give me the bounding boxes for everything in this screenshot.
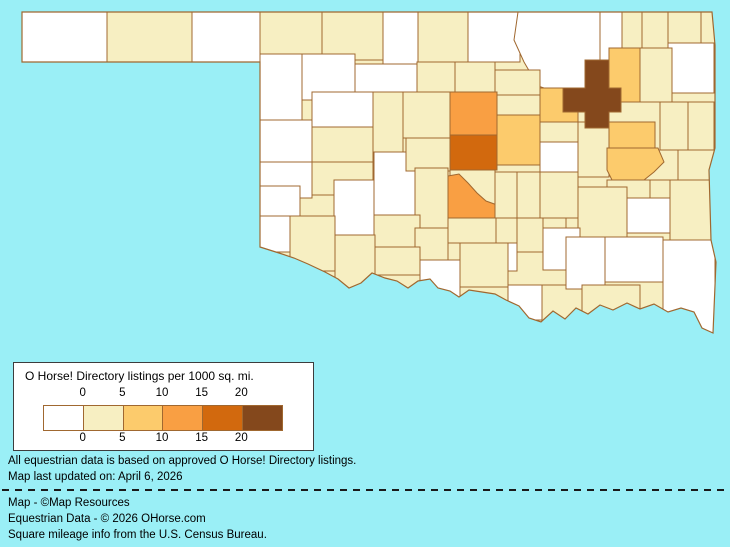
county-woods [321, 12, 384, 61]
legend-swatch-5-10 [122, 406, 163, 430]
county-harper [259, 12, 323, 55]
legend-tick-0: 0 [79, 432, 86, 444]
footer-census-credit: Square mileage info from the U.S. Census… [8, 529, 267, 541]
county-choctaw [581, 284, 641, 316]
county-comanche [373, 214, 421, 248]
legend-tick-5: 5 [119, 432, 126, 444]
county-kay [467, 12, 521, 63]
legend-ticks-bottom: 0 5 10 15 20 [43, 432, 281, 446]
county-pittsburg [577, 186, 628, 238]
county-texas [106, 12, 193, 63]
footer-disclaimer: All equestrian data is based on approved… [8, 455, 357, 467]
county-cherokee [659, 101, 689, 151]
legend-tick-15: 15 [195, 432, 209, 444]
county-okmulgee [577, 121, 610, 178]
county-bryan [541, 284, 583, 328]
legend-tick-10: 10 [155, 432, 169, 444]
legend-swatch-0 [44, 406, 83, 430]
legend-tick-20: 20 [234, 432, 248, 444]
county-cotton [374, 246, 421, 276]
legend-tick-5: 5 [119, 387, 126, 399]
legend-tick-0: 0 [79, 387, 86, 399]
county-marshall [507, 284, 543, 321]
county-tulsa [562, 59, 622, 129]
county-ottawa [667, 12, 702, 44]
legend-color-bar [43, 405, 283, 431]
footer-last-updated: Map last updated on: April 6, 2026 [8, 471, 183, 483]
county-wagoner [608, 121, 656, 149]
legend-title: O Horse! Directory listings per 1000 sq.… [25, 369, 254, 383]
legend-tick-10: 10 [155, 387, 169, 399]
county-greer [259, 185, 301, 217]
county-roger-mills [259, 119, 313, 163]
county-alfalfa [382, 12, 419, 65]
county-mccurtain [662, 239, 716, 333]
county-carter [459, 242, 509, 288]
county-muskogee [606, 147, 665, 181]
legend: O Horse! Directory listings per 1000 sq.… [13, 362, 314, 451]
county-pushmataha [604, 236, 664, 283]
county-atoka [565, 236, 606, 290]
footer-map-credit: Map - ©Map Resources [8, 497, 130, 509]
legend-swatch-20+ [242, 406, 282, 430]
county-pontotoc [516, 217, 544, 253]
county-layer [22, 12, 716, 333]
county-jackson [289, 215, 336, 272]
oklahoma-choropleth-map [21, 11, 717, 334]
county-seminole [516, 171, 541, 219]
county-grant [417, 12, 469, 63]
legend-swatch-10-15 [162, 406, 203, 430]
county-cimarron [22, 12, 108, 63]
legend-ticks-top: 0 5 10 15 20 [43, 387, 281, 401]
county-hughes [539, 171, 579, 219]
county-harmon [259, 215, 291, 253]
county-kingfisher [402, 91, 451, 139]
county-pottawatomie [494, 171, 518, 219]
divider-dashed-line [2, 489, 728, 491]
county-garvin [447, 217, 497, 244]
county-lincoln [496, 114, 541, 166]
county-custer [311, 126, 374, 163]
county-kiowa [333, 179, 375, 236]
county-blaine [372, 91, 404, 153]
footer-data-credit: Equestrian Data - © 2026 OHorse.com [8, 513, 206, 525]
legend-swatch-0-5 [82, 406, 123, 430]
county-le-flore [669, 179, 716, 241]
county-beaver [191, 12, 261, 63]
county-mayes [639, 47, 673, 103]
county-adair [687, 101, 715, 151]
county-delaware [667, 42, 715, 94]
county-pawnee [494, 69, 541, 96]
county-logan [449, 91, 498, 136]
county-ellis [259, 53, 303, 121]
county-canadian [405, 137, 451, 172]
county-dewey [311, 91, 374, 128]
county-latimer [626, 197, 671, 234]
legend-tick-15: 15 [195, 387, 209, 399]
legend-tick-20: 20 [234, 387, 248, 399]
legend-swatch-15-20 [202, 406, 243, 430]
state-outline [21, 11, 717, 334]
county-noble [454, 61, 496, 96]
county-oklahoma [449, 134, 498, 171]
county-okfuskee [539, 141, 579, 173]
